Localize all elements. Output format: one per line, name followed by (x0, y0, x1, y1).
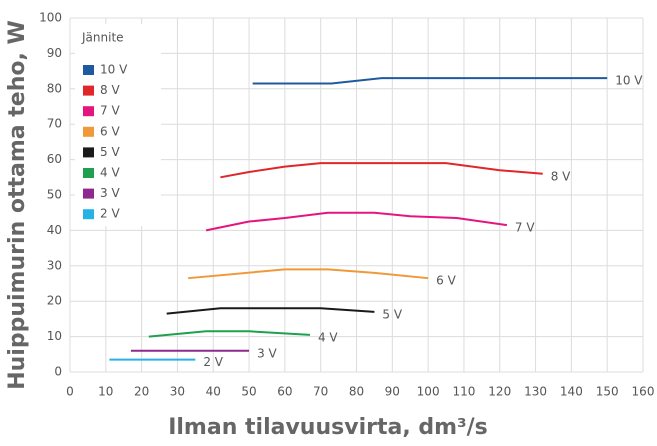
line-end-label: 2 V (203, 355, 223, 369)
line-end-label: 10 V (615, 74, 643, 88)
y-tick-label: 10 (47, 329, 62, 343)
legend-swatch (83, 126, 94, 137)
legend-swatch (83, 106, 94, 117)
y-tick-label: 30 (47, 258, 62, 272)
x-tick-label: 110 (452, 385, 475, 399)
line (220, 162, 543, 179)
y-tick-label: 100 (39, 11, 62, 25)
x-tick-label: 80 (349, 385, 364, 399)
line-end-label: 5 V (382, 307, 402, 321)
x-tick-label: 50 (241, 385, 256, 399)
legend-swatch (83, 209, 94, 220)
line-end-label: 6 V (436, 274, 456, 288)
line-end-label: 4 V (318, 330, 338, 344)
y-axis-title: Huippuimurin ottama teho, W (5, 20, 30, 390)
legend-swatch (83, 188, 94, 199)
x-tick-label: 160 (632, 385, 655, 399)
x-tick-label: 150 (596, 385, 619, 399)
x-tick-label: 120 (488, 385, 511, 399)
legend-swatch (83, 85, 94, 96)
y-tick-label: 70 (47, 117, 62, 131)
x-tick-label: 30 (170, 385, 185, 399)
legend-swatch (83, 65, 94, 75)
line (252, 77, 608, 85)
line-end-label: 7 V (515, 221, 535, 235)
x-tick-label: 10 (98, 385, 113, 399)
line (188, 268, 429, 280)
y-tick-label: 40 (47, 223, 62, 237)
x-tick-label: 60 (277, 385, 292, 399)
y-tick-label: 90 (47, 46, 62, 60)
legend-label: 6 V (100, 124, 120, 138)
x-tick-label: 70 (313, 385, 328, 399)
legend-label: 2 V (100, 207, 120, 221)
line-end-label: 3 V (257, 346, 277, 360)
line (148, 330, 311, 338)
legend-label: 3 V (100, 186, 120, 200)
y-tick-label: 20 (47, 294, 62, 308)
legend-label: 5 V (100, 145, 120, 159)
x-tick-label: 130 (524, 385, 547, 399)
line-end-label: 8 V (551, 169, 571, 183)
x-tick-label: 100 (417, 385, 440, 399)
legend-label: 4 V (100, 166, 120, 180)
legend-label: 10 V (100, 63, 128, 77)
y-tick-label: 50 (47, 188, 62, 202)
line (205, 211, 508, 232)
y-tick-label: 80 (47, 81, 62, 95)
legend-swatch (83, 168, 94, 178)
x-tick-label: 140 (560, 385, 583, 399)
legend-label: 7 V (100, 104, 120, 118)
legend-swatch (83, 147, 94, 158)
legend-label: 8 V (100, 83, 120, 97)
x-tick-label: 20 (134, 385, 149, 399)
x-axis-title: Ilman tilavuusvirta, dm³/s (168, 415, 488, 440)
y-tick-label: 60 (47, 152, 62, 166)
line (166, 307, 375, 315)
x-tick-label: 90 (385, 385, 400, 399)
y-tick-label: 0 (54, 365, 62, 379)
legend-title: Jännite (81, 31, 124, 45)
x-tick-label: 40 (206, 385, 221, 399)
x-tick-label: 0 (66, 385, 74, 399)
